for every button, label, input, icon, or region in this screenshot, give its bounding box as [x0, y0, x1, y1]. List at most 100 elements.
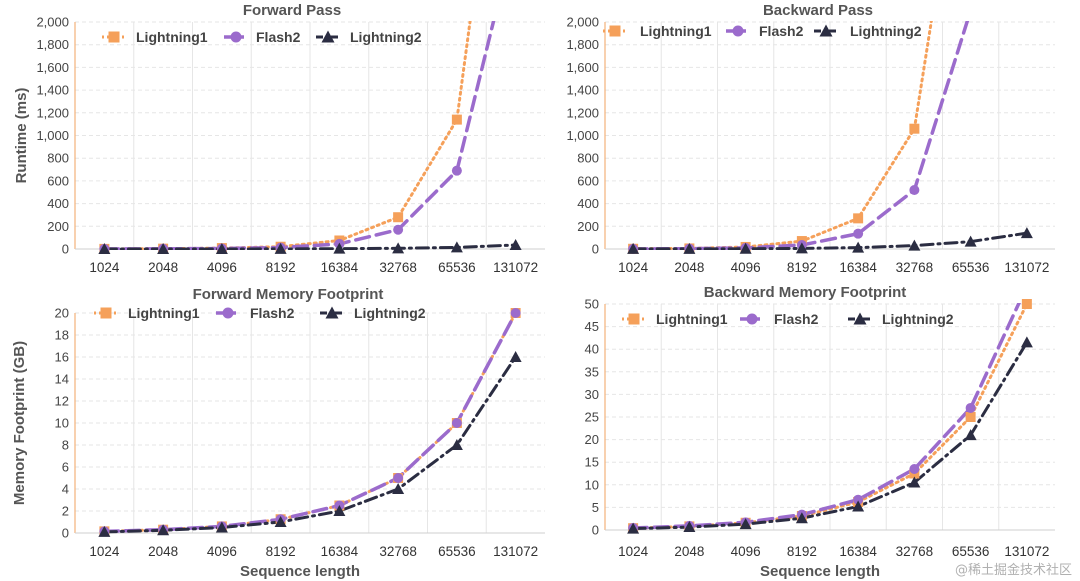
- legend-marker-lightning1: [609, 25, 621, 37]
- x-tick-label: 131072: [1004, 260, 1049, 275]
- x-tick-label: 32768: [379, 260, 417, 275]
- x-tick-label: 8192: [787, 260, 817, 275]
- y-tick-label: 20: [55, 306, 69, 321]
- data-point-flash2: [965, 402, 976, 413]
- series-line-lightning2: [631, 340, 1029, 531]
- x-tick-label: 2048: [674, 544, 704, 559]
- x-tick-label: 16384: [321, 544, 359, 559]
- data-point-lightning2: [908, 476, 921, 488]
- data-point-flash2: [451, 418, 462, 428]
- y-tick-label: 30: [585, 387, 599, 402]
- data-point-lightning2: [964, 429, 977, 441]
- data-point-lightning2: [683, 521, 696, 533]
- data-point-flash2: [451, 165, 462, 176]
- y-tick-label: 1,600: [566, 60, 599, 75]
- data-point-lightning2: [627, 522, 640, 534]
- data-point-lightning2: [392, 242, 405, 254]
- x-tick-label: 16384: [839, 544, 877, 559]
- data-point-lightning1: [393, 212, 404, 223]
- y-tick-label: 800: [577, 151, 599, 166]
- legend-label-lightning1: Lightning1: [128, 305, 200, 321]
- y-axis-label: Memory Footprint (GB): [11, 341, 28, 505]
- data-point-lightning1: [451, 114, 462, 125]
- data-point-lightning2: [683, 242, 696, 254]
- x-tick-label: 2048: [674, 260, 704, 275]
- x-tick-label: 2048: [148, 544, 178, 559]
- data-point-lightning1: [1021, 299, 1032, 309]
- data-point-lightning2: [795, 512, 808, 524]
- x-tick-label: 4096: [207, 544, 237, 559]
- data-point-lightning2: [795, 242, 808, 254]
- y-tick-label: 14: [55, 372, 69, 387]
- data-point-flash2: [393, 473, 404, 483]
- legend-label-lightning1: Lightning1: [640, 23, 712, 39]
- y-tick-label: 0: [62, 526, 69, 541]
- legend-marker-lightning2: [321, 30, 335, 43]
- legend-marker-lightning2: [325, 306, 339, 319]
- x-tick-label: 131072: [493, 544, 538, 559]
- series-line-flash2: [102, 21, 496, 250]
- y-tick-label: 1,600: [36, 60, 69, 75]
- legend-label-lightning1: Lightning1: [136, 29, 208, 45]
- data-point-lightning2: [627, 242, 640, 254]
- data-point-lightning2: [157, 524, 170, 536]
- x-tick-label: 16384: [839, 260, 877, 275]
- legend-marker-flash2: [222, 307, 234, 319]
- y-tick-label: 12: [55, 394, 69, 409]
- data-point-lightning2: [392, 483, 405, 494]
- x-tick-label: 4096: [731, 544, 761, 559]
- data-point-lightning2: [333, 242, 346, 254]
- y-tick-label: 4: [62, 482, 69, 497]
- data-point-lightning1: [965, 412, 976, 422]
- x-tick-label: 131072: [493, 260, 538, 275]
- y-tick-label: 10: [585, 477, 599, 492]
- x-tick-label: 1024: [89, 260, 120, 275]
- chart-title: Backward Memory Footprint: [704, 284, 907, 301]
- series-line-lightning2: [631, 231, 1029, 250]
- data-point-flash2: [393, 224, 404, 235]
- x-tick-label: 16384: [321, 260, 359, 275]
- x-tick-label: 65536: [952, 544, 990, 559]
- data-point-lightning2: [98, 525, 111, 537]
- data-point-lightning2: [157, 243, 170, 254]
- data-point-flash2: [909, 184, 920, 195]
- legend-marker-flash2: [732, 25, 744, 37]
- x-tick-label: 1024: [618, 544, 649, 559]
- y-tick-label: 5: [592, 500, 599, 515]
- x-tick-label: 8192: [787, 544, 817, 559]
- y-tick-label: 25: [585, 410, 599, 425]
- x-tick-label: 131072: [1004, 544, 1049, 559]
- legend-marker-lightning2: [853, 312, 867, 325]
- y-tick-label: 1,800: [36, 37, 69, 52]
- data-point-flash2: [909, 463, 920, 474]
- x-tick-label: 32768: [896, 260, 934, 275]
- y-tick-label: 1,400: [36, 83, 69, 98]
- x-tick-label: 4096: [731, 260, 761, 275]
- data-point-lightning2: [964, 235, 977, 247]
- series-line-lightning2: [102, 243, 518, 250]
- data-point-lightning2: [450, 241, 463, 253]
- data-point-lightning2: [215, 521, 228, 533]
- chart-title: Forward Pass: [243, 2, 341, 19]
- y-tick-label: 8: [62, 438, 69, 453]
- y-tick-label: 40: [585, 342, 599, 357]
- y-tick-label: 2,000: [566, 15, 599, 30]
- x-tick-label: 2048: [148, 260, 178, 275]
- data-point-lightning2: [739, 242, 752, 254]
- legend-label-flash2: Flash2: [759, 23, 804, 39]
- legend-label-lightning2: Lightning2: [354, 305, 426, 321]
- y-tick-label: 45: [585, 319, 599, 334]
- legend-marker-flash2: [746, 313, 758, 325]
- legend-label-lightning2: Lightning2: [350, 29, 422, 45]
- x-axis-label: Sequence length: [760, 563, 880, 580]
- y-tick-label: 200: [47, 219, 69, 234]
- data-point-lightning2: [98, 243, 111, 254]
- y-tick-label: 0: [62, 242, 69, 257]
- data-point-lightning2: [908, 239, 921, 251]
- data-point-lightning1: [853, 213, 864, 224]
- x-tick-label: 65536: [952, 260, 990, 275]
- y-tick-label: 1,200: [36, 105, 69, 120]
- y-tick-label: 15: [585, 455, 599, 470]
- series-line-flash2: [102, 312, 518, 534]
